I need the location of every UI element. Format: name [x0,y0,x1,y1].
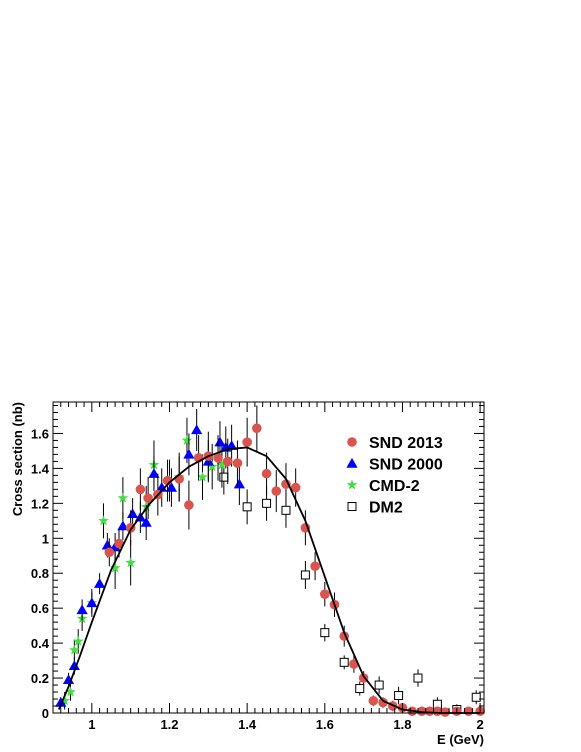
data-point [413,673,423,683]
data-point [98,515,109,526]
y-tick-label: 0.4 [31,636,50,651]
x-tick-label: 1.4 [238,717,257,732]
legend-label: DM2 [369,500,403,517]
data-point [109,562,121,573]
data-point [69,644,80,655]
axes: 1 1.2 1.4 1.6 1.8 2 0 0.2 0.4 0.6 0.8 1 1.2 1.4 1.6 E (… [10,401,485,747]
data-point [216,459,228,470]
y-tick-label: 0.6 [31,601,49,616]
legend-marker [346,457,358,468]
data-point [320,589,330,599]
series-snd-2013 [104,405,485,717]
plot-frame [52,401,485,714]
series-cmd-2 [59,417,228,710]
data-point [59,695,70,706]
legend-marker [346,479,358,490]
data-point [233,478,245,489]
x-tick-label: 1.6 [316,717,334,732]
data-point [76,604,88,615]
data-point [86,597,98,608]
data-point [135,484,146,495]
data-point [117,520,129,531]
legend-item: CMD-2 [346,478,420,495]
data-point [117,492,129,503]
data-point [374,680,384,690]
data-point [213,453,223,463]
data-point [101,539,113,550]
legend-item: SND 2000 [346,457,443,474]
series-dm2 [219,459,481,715]
data-point [339,657,349,667]
data-point [214,436,226,447]
data-point [181,434,193,445]
data-point [93,578,106,588]
data-point [281,505,291,515]
legend-item: DM2 [347,500,403,517]
data-point [290,482,301,493]
plot-area [55,405,485,717]
data-point [126,508,139,519]
fit-curve [57,446,481,714]
data-point [394,691,404,701]
data-point [206,461,218,472]
legend-label: CMD-2 [369,478,420,495]
data-point [165,482,178,492]
data-point [184,500,194,510]
data-point [143,493,153,503]
data-point [226,440,238,450]
legend-label: SND 2013 [369,435,443,452]
y-tick-label: 1.2 [31,496,49,511]
legend-marker [347,437,357,447]
data-point [222,456,233,467]
data-point [355,684,365,694]
data-point [463,706,474,717]
data-point [310,561,320,572]
y-tick-label: 1 [42,531,49,546]
legend-item: SND 2013 [347,435,443,452]
x-tick-label: 1 [88,717,95,732]
data-point [261,468,272,479]
data-point [242,502,252,512]
data-point [125,557,136,568]
data-point [68,660,80,671]
y-tick-label: 0.2 [31,671,49,686]
x-tick-label: 2 [476,717,483,732]
data-point [471,692,481,702]
x-axis-title: E (GeV) [437,732,484,747]
y-tick-label: 1.6 [31,426,49,441]
data-point [114,538,124,549]
data-point [232,458,243,468]
y-tick-label: 1.4 [31,461,50,476]
data-point [55,696,67,707]
legend: SND 2013 SND 2000 CMD-2 DM2 [346,435,443,517]
data-point [320,628,330,638]
y-tick-label: 0.8 [31,566,49,581]
data-point [252,423,262,434]
data-point [281,479,291,489]
data-point [140,516,152,527]
data-point [378,697,388,708]
x-tick-label: 1.8 [393,717,411,732]
data-point [271,486,282,496]
data-point [156,482,168,492]
data-point [72,635,84,646]
y-tick-label: 0 [42,706,49,721]
data-point [183,448,195,459]
data-point [219,472,229,482]
data-point [368,695,379,706]
x-tick-label: 1.2 [160,717,178,732]
data-point [104,547,115,558]
y-axis-title: Cross section (nb) [10,402,25,516]
data-point [242,437,252,447]
data-point [197,471,208,482]
data-point [65,686,76,697]
data-point [424,706,435,717]
legend-marker [347,502,357,511]
data-point [191,424,203,435]
data-point [148,468,160,478]
legend-label: SND 2000 [369,457,443,474]
data-point [262,498,272,508]
data-point [300,570,310,580]
